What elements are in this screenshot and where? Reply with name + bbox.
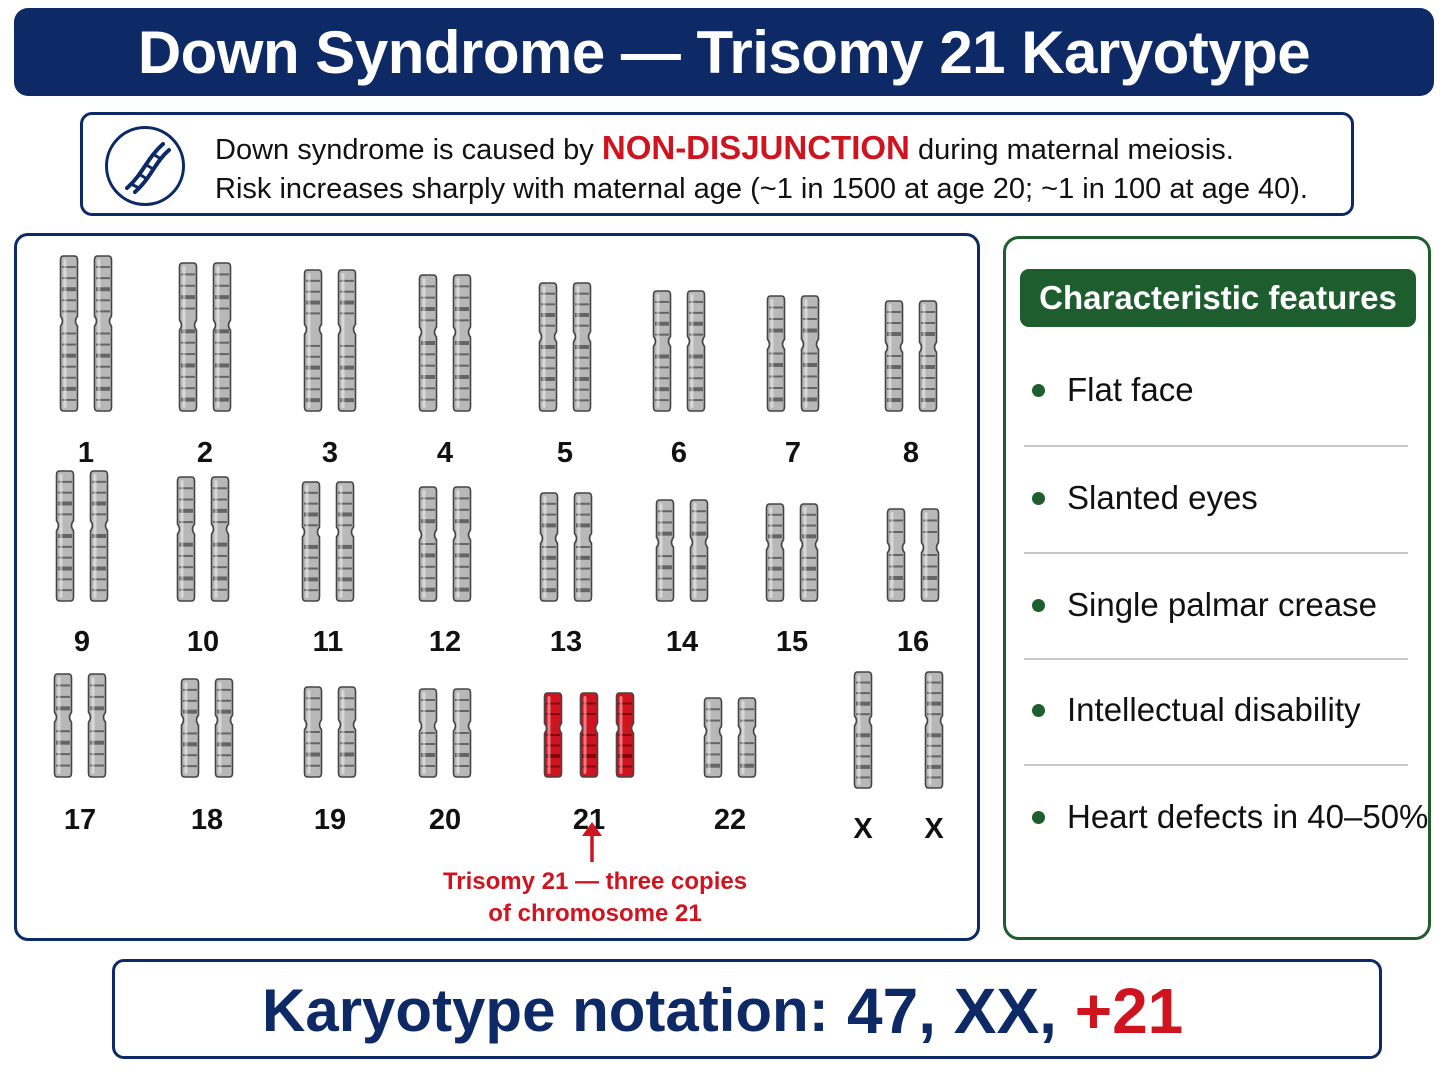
chromosome-X: X	[853, 671, 873, 845]
trisomy-annotation-line1: Trisomy 21 — three copies	[443, 868, 747, 895]
features-header: Characteristic features	[1020, 269, 1416, 327]
page-title: Down Syndrome — Trisomy 21 Karyotype	[137, 18, 1311, 86]
feature-label: Slanted eyes	[1067, 479, 1258, 516]
bullet-icon	[1032, 810, 1045, 824]
feature-item: Intellectual disability	[1024, 657, 1408, 763]
chromosome-label: 11	[313, 626, 344, 658]
title-banner: Down Syndrome — Trisomy 21 Karyotype	[14, 8, 1434, 96]
chromosome-label: 4	[437, 437, 453, 469]
divider	[1024, 764, 1408, 766]
chromosome-label: 13	[550, 626, 582, 658]
chromosome-19: 19	[303, 686, 357, 836]
trisomy-annotation-line2: of chromosome 21	[488, 900, 701, 927]
bullet-icon	[1032, 703, 1045, 717]
chromosome-label: 17	[64, 804, 96, 836]
chromosome-label: 20	[429, 804, 461, 836]
chromosome-18: 18	[180, 678, 234, 836]
features-header-label: Characteristic features	[1039, 279, 1397, 316]
divider	[1024, 445, 1408, 447]
divider	[1024, 552, 1408, 554]
bullet-icon	[1032, 491, 1045, 505]
info-cause-suffix: during maternal meiosis.	[917, 134, 1234, 166]
bullet-icon	[1032, 598, 1045, 612]
chromosome-21: 21	[543, 692, 635, 836]
info-line-risk: Risk increases sharply with maternal age…	[215, 173, 1308, 205]
trisomy-arrow-icon	[582, 822, 602, 862]
chromosome-label: 2	[197, 437, 213, 469]
info-cause-prefix: Down syndrome is caused by	[215, 134, 594, 166]
chromosome-label: X	[924, 813, 944, 845]
notation-karyotype: 47, XX,	[847, 975, 1057, 1047]
chromosome-label: 18	[191, 804, 223, 836]
chromosome-8: 8	[884, 300, 938, 469]
chromosome-label: 12	[429, 626, 461, 658]
info-box: Down syndrome is caused by NON-DISJUNCTI…	[80, 112, 1354, 216]
non-disjunction-highlight: NON-DISJUNCTION	[601, 129, 910, 166]
chromosome-label: 14	[666, 626, 698, 658]
notation-value: 47, XX, +21	[847, 974, 1183, 1048]
divider	[1024, 658, 1408, 660]
chromosome-9: 9	[55, 470, 109, 658]
feature-item: Slanted eyes	[1024, 445, 1408, 551]
chromosome-label: X	[853, 813, 873, 845]
chromosome-label: 5	[557, 437, 573, 469]
chromosome-label: 8	[903, 437, 919, 469]
features-panel: Characteristic features Flat face Slante…	[1003, 236, 1431, 940]
chromosome-label: 10	[187, 626, 219, 658]
chromosome-22: 22	[703, 697, 757, 836]
chromosome-label: 6	[671, 437, 687, 469]
chromosome-6: 6	[652, 290, 706, 469]
notation-box: Karyotype notation: 47, XX, +21	[112, 959, 1382, 1059]
chromosome-label: 19	[314, 804, 346, 836]
chromosome-10: 10	[176, 476, 230, 658]
notation-label: Karyotype notation:	[262, 977, 829, 1044]
feature-label: Flat face	[1067, 371, 1194, 408]
chromosome-label: 22	[714, 804, 746, 836]
feature-item: Single palmar crease	[1024, 552, 1408, 658]
chromosome-7: 7	[766, 295, 820, 469]
chromosome-13: 13	[539, 492, 593, 658]
chromosome-3: 3	[303, 269, 357, 469]
karyotype-panel: 1 2 3 4 5 6 7 8 9 10 11 12 13 14 15 16 17 18 19 20 21 22 X X Tri…	[14, 233, 980, 941]
feature-label: Intellectual disability	[1067, 691, 1361, 728]
chromosome-20: 20	[418, 688, 472, 836]
chromosome-5: 5	[538, 282, 592, 469]
chromosome-label: 7	[785, 437, 801, 469]
chromosome-label: 3	[322, 437, 338, 469]
chromosome-X-b: X	[924, 671, 944, 845]
chromosome-2: 2	[178, 262, 232, 469]
chromosome-17: 17	[53, 673, 107, 836]
feature-label: Heart defects in 40–50%	[1067, 798, 1429, 835]
chromosome-4: 4	[418, 274, 472, 469]
chromosome-label: 16	[897, 626, 929, 658]
info-line-cause: Down syndrome is caused by NON-DISJUNCTI…	[215, 129, 1234, 167]
dna-icon	[105, 126, 185, 206]
chromosome-15: 15	[765, 503, 819, 658]
chromosome-label: 1	[78, 437, 94, 469]
feature-label: Single palmar crease	[1067, 586, 1377, 623]
feature-item: Heart defects in 40–50%	[1024, 764, 1428, 870]
chromosome-label: 9	[74, 626, 90, 658]
chromosome-1: 1	[59, 255, 113, 469]
chromosome-11: 11	[301, 481, 355, 658]
chromosome-16: 16	[886, 508, 940, 658]
bullet-icon	[1032, 383, 1045, 397]
feature-item: Flat face	[1024, 337, 1408, 443]
chromosome-label: 15	[776, 626, 808, 658]
chromosome-14: 14	[655, 499, 709, 658]
notation-extra-21: +21	[1074, 975, 1184, 1047]
chromosome-12: 12	[418, 486, 472, 658]
